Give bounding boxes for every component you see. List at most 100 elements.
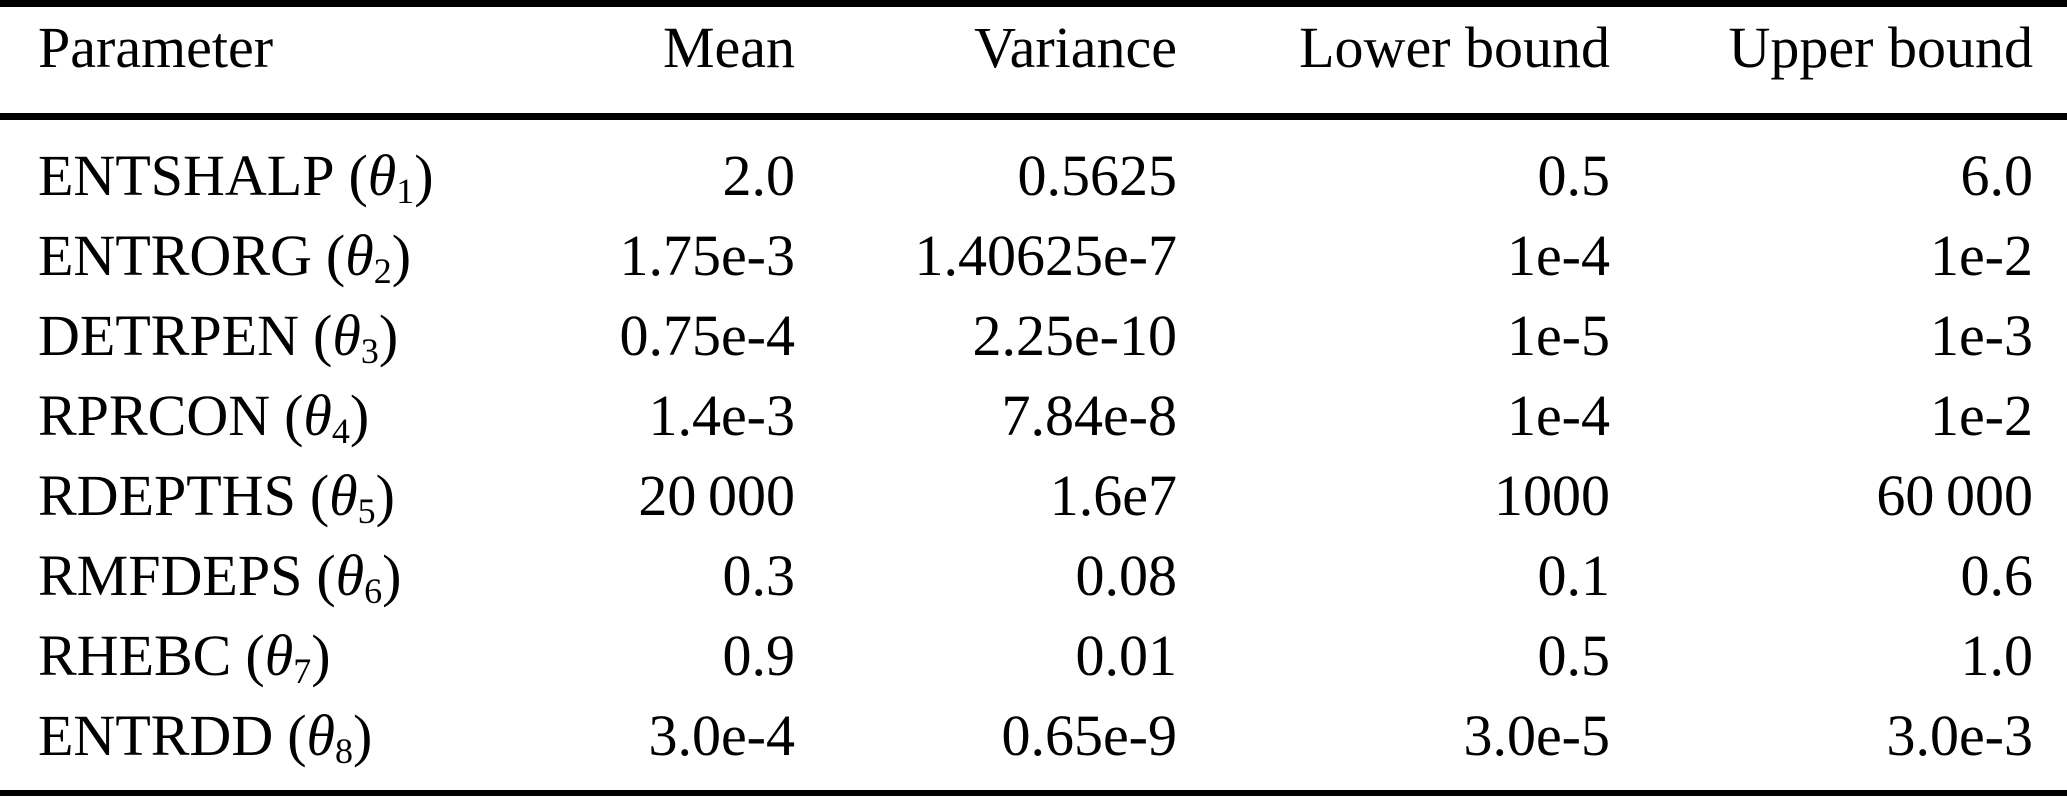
- table-row: RHEBC (θ7) 0.9 0.01 0.5 1.0: [0, 616, 2067, 696]
- table-body: ENTSHALP (θ1) 2.0 0.5625 0.5 6.0 ENTRORG(…: [0, 117, 2067, 794]
- theta-glyph: θ: [303, 383, 332, 448]
- theta-glyph: θ: [306, 703, 336, 768]
- upper-bound-cell: 6.0: [1960, 143, 2034, 208]
- variance-cell: 0.08: [1075, 543, 1178, 608]
- col-header-variance: Variance: [795, 3, 1177, 120]
- param-cell: RMFDEPS (θ6): [0, 536, 560, 616]
- close-paren: ): [391, 223, 412, 288]
- param-cell: RDEPTHS (θ5): [0, 456, 560, 536]
- close-paren: ): [378, 303, 399, 368]
- upper-bound-cell: 1.0: [1960, 623, 2034, 688]
- param-name: DETRPEN: [38, 303, 299, 368]
- open-paren: (: [316, 543, 336, 608]
- upper-bound-cell: 60 000: [1876, 463, 2033, 528]
- param-name: ENTRDD: [38, 703, 274, 768]
- table-row: ENTRORG (θ2) 1.75e-3 1.40625e-7 1e-4 1e-2: [0, 216, 2067, 296]
- param-cell: RPRCON (θ4): [0, 376, 560, 456]
- param-cell: DETRPEN (θ3): [0, 296, 560, 376]
- param-name: RMFDEPS: [38, 543, 303, 608]
- theta-glyph: θ: [335, 543, 365, 608]
- mean-cell: 1.4e-3: [648, 383, 795, 448]
- theta-glyph: θ: [332, 303, 361, 368]
- param-name: RHEBC: [38, 623, 232, 688]
- theta-index: 1: [396, 170, 415, 211]
- variance-cell: 7.84e-8: [1001, 383, 1177, 448]
- param-cell: ENTRDD (θ8): [0, 696, 560, 793]
- param-name: ENTSHALP: [38, 143, 335, 208]
- param-cell: ENTRORG (θ2): [0, 216, 560, 296]
- upper-bound-cell: 1e-3: [1929, 303, 2033, 368]
- variance-cell: 2.25e-10: [972, 303, 1177, 368]
- mean-cell: 0.75e-4: [619, 303, 795, 368]
- theta-symbol: (θ4): [284, 383, 370, 449]
- open-paren: (: [287, 703, 307, 768]
- theta-index: 8: [335, 730, 354, 771]
- theta-symbol: (θ3): [313, 303, 399, 371]
- theta-index: 3: [360, 330, 379, 371]
- open-paren: (: [313, 303, 333, 368]
- close-paren: ): [353, 703, 373, 768]
- upper-bound-cell: 1e-2: [1929, 383, 2033, 448]
- param-cell: RHEBC (θ7): [0, 616, 560, 696]
- theta-index: 6: [364, 570, 383, 611]
- mean-cell: 0.3: [722, 543, 796, 608]
- lower-bound-cell: 0.5: [1537, 623, 1611, 688]
- theta-glyph: θ: [264, 623, 294, 688]
- col-header-parameter: Parameter: [0, 3, 560, 120]
- table-row: RPRCON (θ4) 1.4e-3 7.84e-8 1e-4 1e-2: [0, 376, 2067, 456]
- close-paren: ): [382, 543, 402, 608]
- lower-bound-cell: 3.0e-5: [1463, 703, 1610, 768]
- variance-cell: 0.65e-9: [1001, 703, 1177, 768]
- col-header-mean: Mean: [560, 3, 795, 120]
- theta-glyph: θ: [329, 463, 358, 528]
- col-header-upper-bound: Upper bound: [1610, 3, 2067, 120]
- mean-cell: 2.0: [722, 143, 796, 208]
- theta-glyph: θ: [367, 143, 397, 208]
- lower-bound-cell: 1e-4: [1506, 223, 1610, 288]
- open-paren: (: [348, 143, 368, 208]
- theta-symbol: (θ2): [325, 223, 412, 289]
- open-paren: (: [309, 463, 330, 528]
- lower-bound-cell: 1e-5: [1506, 303, 1610, 368]
- lower-bound-cell: 1000: [1494, 463, 1610, 528]
- mean-cell: 0.9: [722, 623, 796, 688]
- mean-cell: 1.75e-3: [619, 223, 795, 288]
- variance-cell: 0.01: [1075, 623, 1178, 688]
- close-paren: ): [349, 383, 370, 448]
- theta-glyph: θ: [345, 223, 374, 288]
- table-row: ENTSHALP (θ1) 2.0 0.5625 0.5 6.0: [0, 117, 2067, 217]
- variance-cell: 1.6e7: [1049, 463, 1177, 528]
- theta-index: 5: [357, 490, 376, 531]
- mean-cell: 20 000: [638, 463, 795, 528]
- upper-bound-cell: 3.0e-3: [1886, 703, 2033, 768]
- table-row: ENTRDD (θ8) 3.0e-4 0.65e-9 3.0e-5 3.0e-3: [0, 696, 2067, 793]
- theta-symbol: (θ6): [316, 543, 402, 611]
- close-paren: ): [414, 143, 434, 208]
- theta-symbol: (θ7): [245, 623, 331, 689]
- table-row: DETRPEN (θ3) 0.75e-4 2.25e-10 1e-5 1e-3: [0, 296, 2067, 376]
- header-row: Parameter Mean Variance Lower bound Uppe…: [0, 3, 2067, 120]
- table-row: RMFDEPS (θ6) 0.3 0.08 0.1 0.6: [0, 536, 2067, 616]
- param-cell: ENTSHALP (θ1): [0, 117, 560, 217]
- upper-bound-cell: 1e-2: [1929, 223, 2033, 288]
- param-name: RPRCON: [38, 383, 271, 448]
- param-name: RDEPTHS: [38, 463, 296, 528]
- upper-bound-cell: 0.6: [1960, 543, 2034, 608]
- open-paren: (: [284, 383, 304, 448]
- table-row: RDEPTHS (θ5) 20 000 1.6e7 1000 60 000: [0, 456, 2067, 536]
- close-paren: ): [375, 463, 395, 528]
- table-header: Parameter Mean Variance Lower bound Uppe…: [0, 3, 2067, 120]
- open-paren: (: [245, 623, 265, 688]
- variance-cell: 0.5625: [1017, 143, 1178, 208]
- theta-symbol: (θ5): [309, 463, 395, 531]
- lower-bound-cell: 0.1: [1537, 543, 1611, 608]
- lower-bound-cell: 0.5: [1537, 143, 1611, 208]
- close-paren: ): [311, 623, 331, 688]
- open-paren: (: [325, 223, 346, 288]
- variance-cell: 1.40625e-7: [914, 223, 1177, 288]
- mean-cell: 3.0e-4: [648, 703, 795, 768]
- param-name: ENTRORG: [38, 223, 312, 288]
- col-header-lower-bound: Lower bound: [1177, 3, 1610, 120]
